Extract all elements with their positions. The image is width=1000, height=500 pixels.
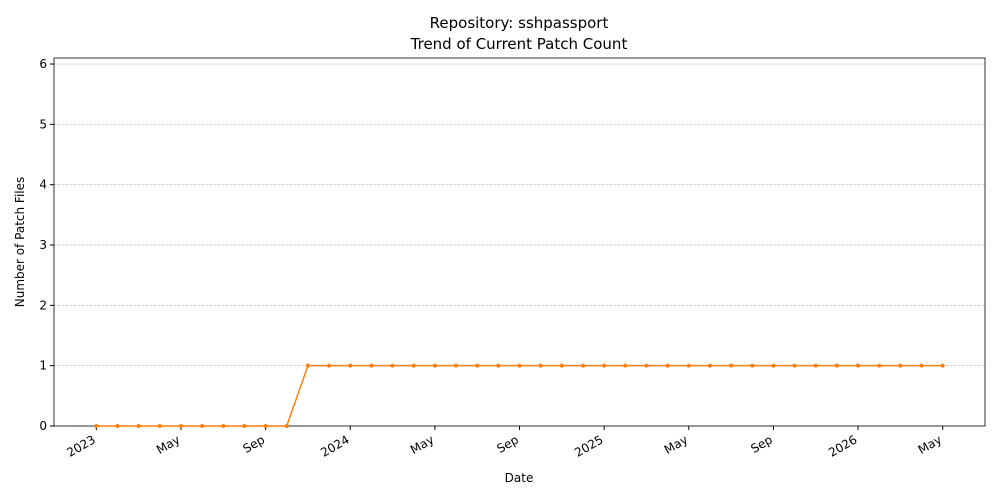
x-tick-label: 2024 (318, 432, 351, 459)
data-point (475, 363, 480, 368)
y-tick-label: 5 (39, 117, 47, 131)
y-tick-label: 2 (39, 298, 47, 312)
data-point (834, 363, 839, 368)
x-tick-label: 2026 (826, 432, 859, 459)
data-point (454, 363, 459, 368)
y-tick-label: 1 (39, 359, 47, 373)
y-tick-label: 4 (39, 178, 47, 192)
data-point (517, 363, 522, 368)
data-point (623, 363, 628, 368)
chart-title: Repository: sshpassport (430, 14, 609, 32)
data-point (686, 363, 691, 368)
x-tick-label: Sep (494, 432, 521, 455)
data-point (602, 363, 607, 368)
x-tick-label: May (154, 432, 182, 457)
data-point (919, 363, 924, 368)
data-point (94, 424, 99, 428)
data-point (559, 363, 564, 368)
data-point (348, 363, 353, 368)
y-tick-label: 0 (39, 419, 47, 433)
y-tick-label: 3 (39, 238, 47, 252)
data-point (284, 424, 289, 428)
data-point (115, 424, 120, 428)
data-point (856, 363, 861, 368)
data-point (221, 424, 226, 428)
data-point (369, 363, 374, 368)
x-tick-label: 2025 (572, 432, 605, 459)
data-line (96, 364, 943, 427)
data-point (580, 363, 585, 368)
data-point (940, 363, 945, 368)
data-point (813, 363, 818, 368)
x-tick-label: Sep (748, 432, 775, 455)
x-axis-label: Date (505, 471, 534, 485)
data-point (877, 363, 882, 368)
data-point (750, 363, 755, 368)
data-point (771, 363, 776, 368)
data-point (432, 363, 437, 368)
y-tick-label: 6 (39, 57, 47, 71)
data-point (538, 363, 543, 368)
data-point (242, 424, 247, 428)
x-tick-label: May (662, 432, 690, 457)
data-point (178, 424, 183, 428)
data-point (263, 424, 268, 428)
data-point (157, 424, 162, 428)
data-point (327, 363, 332, 368)
data-point (729, 363, 734, 368)
data-point (411, 363, 416, 368)
x-tick-label: Sep (240, 432, 267, 455)
x-tick-label: 2023 (64, 432, 97, 459)
data-point (390, 363, 395, 368)
chart-subtitle: Trend of Current Patch Count (410, 35, 628, 53)
data-point (200, 424, 205, 428)
data-point (707, 363, 712, 368)
data-point (792, 363, 797, 368)
data-point (305, 363, 310, 368)
data-point (136, 424, 141, 428)
x-tick-label: May (408, 432, 436, 457)
data-point (644, 363, 649, 368)
data-point (496, 363, 501, 368)
data-point (898, 363, 903, 368)
data-point (665, 363, 670, 368)
y-axis-label: Number of Patch Files (13, 177, 27, 308)
plot-frame (53, 57, 986, 427)
x-tick-label: May (916, 432, 944, 457)
